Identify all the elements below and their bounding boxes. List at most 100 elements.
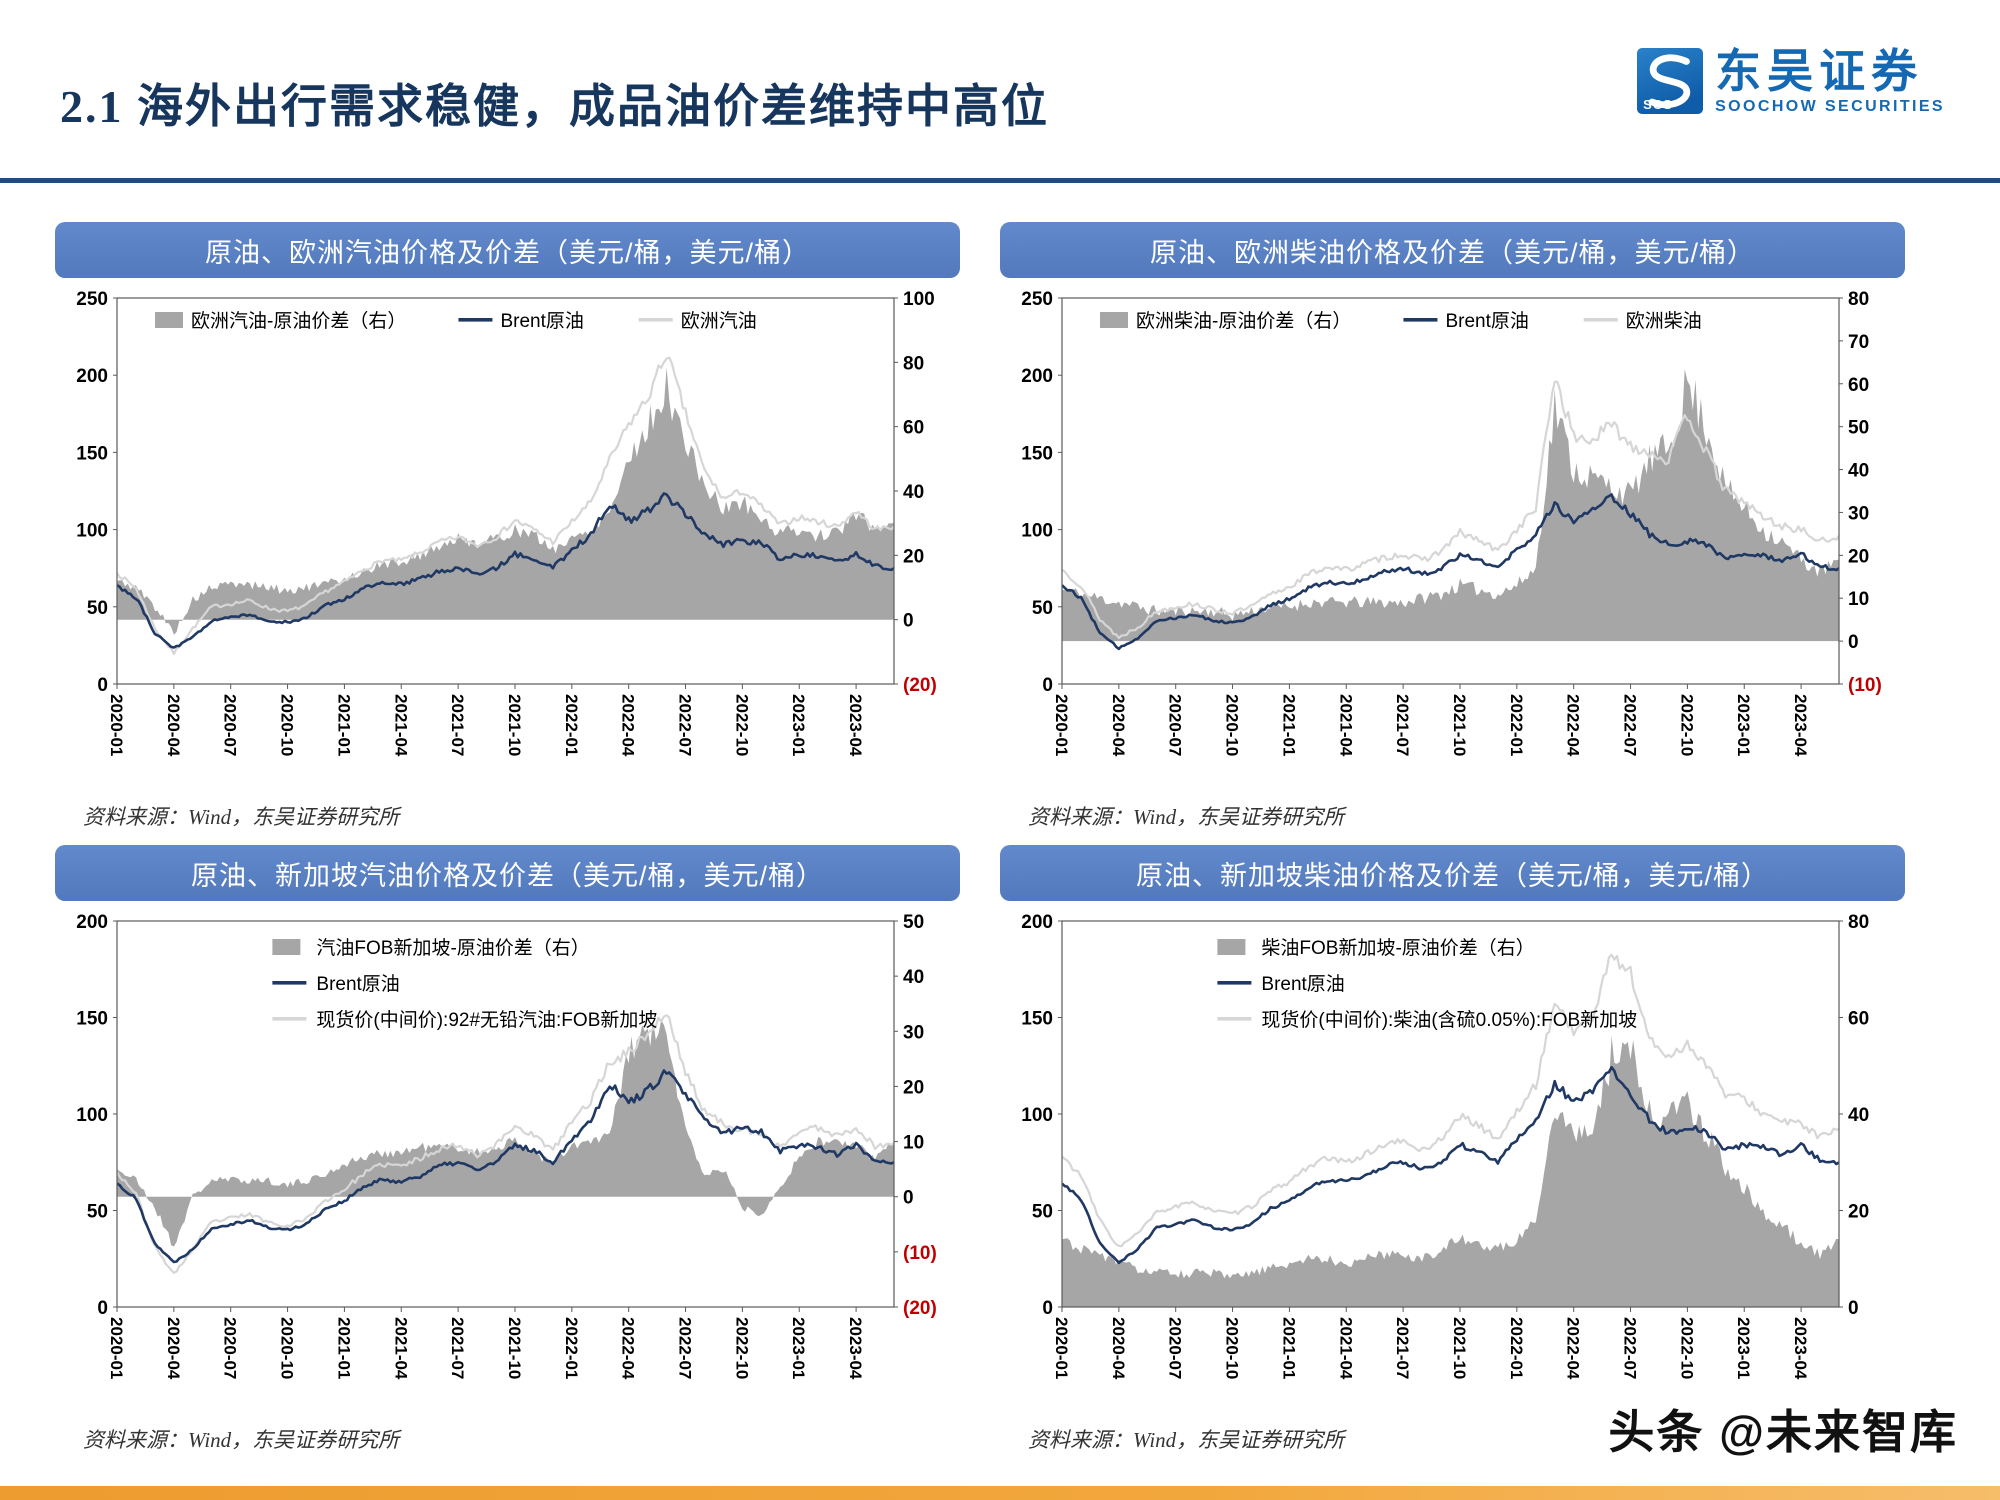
svg-text:60: 60 xyxy=(1848,1009,1869,1030)
svg-text:0: 0 xyxy=(1042,1298,1053,1319)
svg-text:200: 200 xyxy=(1021,912,1053,933)
svg-text:汽油FOB新加坡-原油价差（右）: 汽油FOB新加坡-原油价差（右） xyxy=(316,937,589,959)
svg-text:2022-04: 2022-04 xyxy=(619,694,638,757)
svg-text:2021-01: 2021-01 xyxy=(334,1317,353,1379)
source-note: 资料来源：Wind，东吴证券研究所 xyxy=(1028,1428,1345,1452)
svg-text:150: 150 xyxy=(76,1009,108,1030)
svg-text:2020-10: 2020-10 xyxy=(1223,1317,1242,1379)
svg-text:0: 0 xyxy=(903,1188,914,1209)
svg-text:10: 10 xyxy=(1848,589,1869,610)
svg-text:100: 100 xyxy=(1021,521,1053,542)
logo-name-cn: 东吴证券 xyxy=(1715,45,1924,97)
svg-text:200: 200 xyxy=(1021,366,1053,387)
svg-text:80: 80 xyxy=(903,353,924,374)
svg-text:100: 100 xyxy=(903,289,935,310)
svg-text:10: 10 xyxy=(903,1133,924,1154)
svg-text:100: 100 xyxy=(76,1105,108,1126)
svg-text:60: 60 xyxy=(1848,375,1869,396)
svg-text:2020-01: 2020-01 xyxy=(1052,1317,1071,1379)
svg-text:70: 70 xyxy=(1848,332,1869,353)
svg-text:2023-04: 2023-04 xyxy=(846,694,865,757)
svg-text:0: 0 xyxy=(1848,632,1859,653)
svg-text:2023-04: 2023-04 xyxy=(1791,694,1810,757)
svg-text:2022-07: 2022-07 xyxy=(1621,694,1640,756)
svg-text:40: 40 xyxy=(1848,461,1869,482)
svg-text:2021-01: 2021-01 xyxy=(334,694,353,756)
svg-text:60: 60 xyxy=(903,418,924,439)
svg-text:20: 20 xyxy=(903,1077,924,1098)
svg-text:2023-04: 2023-04 xyxy=(846,1317,865,1380)
svg-text:欧洲柴油: 欧洲柴油 xyxy=(1626,310,1702,332)
svg-text:2023-01: 2023-01 xyxy=(789,694,808,756)
svg-text:2021-07: 2021-07 xyxy=(1393,1317,1412,1379)
chart-title-singapore-diesel: 原油、新加坡柴油价格及价差（美元/桶，美元/桶） xyxy=(1000,845,1905,901)
svg-text:2021-07: 2021-07 xyxy=(448,694,467,756)
svg-text:40: 40 xyxy=(903,967,924,988)
source-note: 资料来源：Wind，东吴证券研究所 xyxy=(1028,805,1345,829)
svg-text:2022-10: 2022-10 xyxy=(732,1317,751,1379)
svg-text:2022-04: 2022-04 xyxy=(619,1317,638,1380)
svg-text:0: 0 xyxy=(97,675,108,696)
svg-text:2020-04: 2020-04 xyxy=(1109,1317,1128,1380)
svg-text:150: 150 xyxy=(76,443,108,464)
svg-text:250: 250 xyxy=(76,289,108,310)
soochow-logo: SCS 东吴证券 SOOCHOW SECURITIES xyxy=(1637,48,1945,116)
svg-text:2021-07: 2021-07 xyxy=(1393,694,1412,756)
svg-text:2020-10: 2020-10 xyxy=(1223,694,1242,756)
svg-text:100: 100 xyxy=(76,521,108,542)
logo-text: 东吴证券 SOOCHOW SECURITIES xyxy=(1715,48,1945,116)
svg-text:2020-07: 2020-07 xyxy=(1166,1317,1185,1379)
svg-text:2020-01: 2020-01 xyxy=(107,1317,126,1379)
svg-text:30: 30 xyxy=(1848,503,1869,524)
bottom-bar xyxy=(0,1486,2000,1500)
panel-singapore-diesel: 原油、新加坡柴油价格及价差（美元/桶，美元/桶） 200 150 100 50 0 80 6… xyxy=(1000,845,1905,1454)
svg-text:250: 250 xyxy=(1021,289,1053,310)
svg-text:2021-01: 2021-01 xyxy=(1279,694,1298,756)
svg-text:2021-01: 2021-01 xyxy=(1279,1317,1298,1379)
svg-text:40: 40 xyxy=(1848,1105,1869,1126)
svg-text:40: 40 xyxy=(903,482,924,503)
chart-title-europe-gasoline: 原油、欧洲汽油价格及价差（美元/桶，美元/桶） xyxy=(55,222,960,278)
svg-text:(20): (20) xyxy=(903,675,937,696)
svg-text:20: 20 xyxy=(1848,546,1869,567)
svg-text:(20): (20) xyxy=(903,1298,937,1319)
svg-text:0: 0 xyxy=(97,1298,108,1319)
svg-text:2023-01: 2023-01 xyxy=(789,1317,808,1379)
svg-text:2022-07: 2022-07 xyxy=(1621,1317,1640,1379)
svg-text:50: 50 xyxy=(1032,598,1053,619)
svg-text:2021-07: 2021-07 xyxy=(448,1317,467,1379)
svg-text:2021-10: 2021-10 xyxy=(505,1317,524,1379)
svg-text:2023-01: 2023-01 xyxy=(1734,1317,1753,1379)
svg-text:Brent原油: Brent原油 xyxy=(500,310,583,332)
svg-text:50: 50 xyxy=(87,1202,108,1223)
svg-text:2021-10: 2021-10 xyxy=(505,694,524,756)
svg-text:柴油FOB新加坡-原油价差（右）: 柴油FOB新加坡-原油价差（右） xyxy=(1261,937,1534,959)
svg-text:2020-07: 2020-07 xyxy=(1166,694,1185,756)
svg-text:50: 50 xyxy=(1848,418,1869,439)
svg-text:200: 200 xyxy=(76,912,108,933)
svg-text:2020-07: 2020-07 xyxy=(221,1317,240,1379)
svg-text:2021-10: 2021-10 xyxy=(1450,694,1469,756)
svg-text:50: 50 xyxy=(87,598,108,619)
svg-text:2020-07: 2020-07 xyxy=(221,694,240,756)
svg-text:2022-01: 2022-01 xyxy=(562,694,581,756)
svg-text:Brent原油: Brent原油 xyxy=(1261,973,1344,995)
logo-name-en: SOOCHOW SECURITIES xyxy=(1715,98,1945,115)
svg-text:2020-01: 2020-01 xyxy=(107,694,126,756)
svg-text:200: 200 xyxy=(76,366,108,387)
svg-text:(10): (10) xyxy=(1848,675,1882,696)
svg-text:2020-04: 2020-04 xyxy=(164,1317,183,1380)
chart-title-europe-diesel: 原油、欧洲柴油价格及价差（美元/桶，美元/桶） xyxy=(1000,222,1905,278)
svg-text:Brent原油: Brent原油 xyxy=(316,973,399,995)
svg-text:100: 100 xyxy=(1021,1105,1053,1126)
svg-text:2020-01: 2020-01 xyxy=(1052,694,1071,756)
svg-text:2021-04: 2021-04 xyxy=(1336,1317,1355,1380)
svg-text:(10): (10) xyxy=(903,1243,937,1264)
soochow-logo-icon: SCS xyxy=(1637,48,1704,114)
svg-text:2020-10: 2020-10 xyxy=(278,694,297,756)
svg-text:50: 50 xyxy=(903,912,924,933)
svg-text:2023-04: 2023-04 xyxy=(1791,1317,1810,1380)
svg-text:150: 150 xyxy=(1021,1009,1053,1030)
